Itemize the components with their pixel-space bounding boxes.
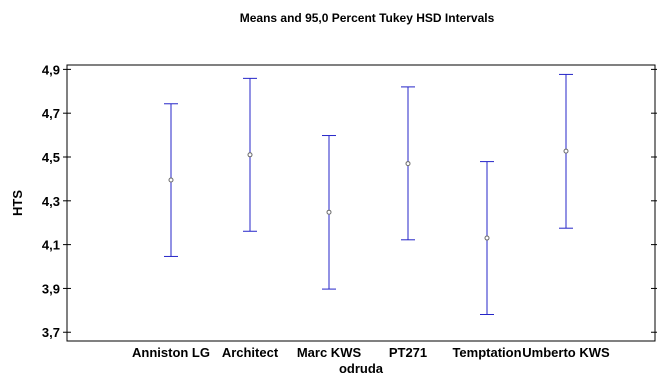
mean-point bbox=[326, 209, 332, 215]
y-tick-label: 3,9 bbox=[42, 281, 60, 296]
x-axis: Anniston LG Architect Marc KWS PT271 Temptat… bbox=[132, 345, 610, 360]
x-tick-label: Umberto KWS bbox=[522, 345, 610, 360]
x-tick-label: Temptation bbox=[452, 345, 521, 360]
x-tick-label: Architect bbox=[222, 345, 279, 360]
y-tick-label: 4,5 bbox=[42, 150, 60, 165]
x-tick-label: Marc KWS bbox=[297, 345, 362, 360]
x-tick-label: PT271 bbox=[389, 345, 427, 360]
mean-point bbox=[247, 152, 253, 158]
mean-point bbox=[168, 177, 174, 183]
mean-point bbox=[484, 235, 490, 241]
mean-point bbox=[405, 161, 411, 167]
y-tick-label: 3,7 bbox=[42, 325, 60, 340]
mean-point bbox=[563, 148, 569, 154]
y-axis: 3,7 3,9 4,1 4,3 4,5 4,7 4,9 bbox=[42, 62, 657, 340]
y-tick-label: 4,9 bbox=[42, 62, 60, 77]
y-axis-label: HTS bbox=[10, 190, 25, 216]
y-tick-label: 4,7 bbox=[42, 106, 60, 121]
y-tick-label: 4,3 bbox=[42, 194, 60, 209]
intervals bbox=[164, 73, 573, 315]
x-tick-label: Anniston LG bbox=[132, 345, 210, 360]
chart-title: Means and 95,0 Percent Tukey HSD Interva… bbox=[240, 11, 495, 25]
x-axis-label: odruda bbox=[339, 361, 384, 376]
y-tick-label: 4,1 bbox=[42, 238, 60, 253]
plot-frame bbox=[66, 64, 656, 342]
